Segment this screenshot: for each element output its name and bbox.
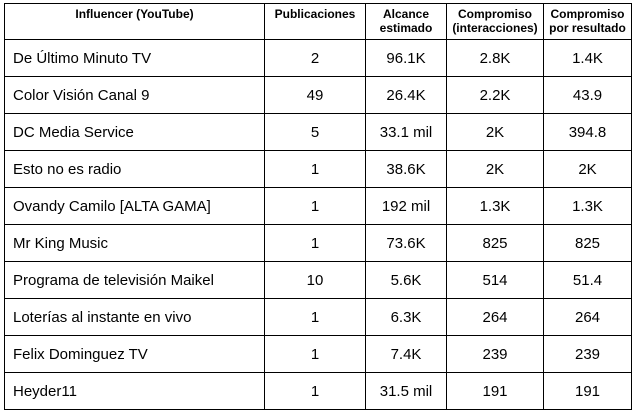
cell-publicaciones: 49 <box>264 76 366 114</box>
cell-interacciones: 239 <box>446 335 544 373</box>
cell-publicaciones: 1 <box>264 372 366 410</box>
influencer-table: Influencer (YouTube) Publicaciones Alcan… <box>4 3 632 410</box>
cell-publicaciones: 1 <box>264 335 366 373</box>
table-row: Mr King Music 1 73.6K 825 825 <box>4 224 632 262</box>
cell-alcance: 6.3K <box>365 298 447 336</box>
table-row: Ovandy Camilo [ALTA GAMA] 1 192 mil 1.3K 1.3… <box>4 187 632 225</box>
cell-por-resultado: 2K <box>543 150 632 188</box>
cell-alcance: 73.6K <box>365 224 447 262</box>
cell-influencer: Mr King Music <box>4 224 265 262</box>
cell-influencer: Heyder11 <box>4 372 265 410</box>
cell-por-resultado: 191 <box>543 372 632 410</box>
table-row: Programa de televisión Maikel 10 5.6K 514 51… <box>4 261 632 299</box>
cell-influencer: Esto no es radio <box>4 150 265 188</box>
cell-por-resultado: 43.9 <box>543 76 632 114</box>
cell-interacciones: 191 <box>446 372 544 410</box>
cell-alcance: 31.5 mil <box>365 372 447 410</box>
cell-alcance: 96.1K <box>365 39 447 77</box>
cell-por-resultado: 264 <box>543 298 632 336</box>
cell-por-resultado: 1.4K <box>543 39 632 77</box>
table-row: Esto no es radio 1 38.6K 2K 2K <box>4 150 632 188</box>
table-row: Color Visión Canal 9 49 26.4K 2.2K 43.9 <box>4 76 632 114</box>
cell-interacciones: 2.2K <box>446 76 544 114</box>
cell-por-resultado: 239 <box>543 335 632 373</box>
cell-publicaciones: 1 <box>264 224 366 262</box>
cell-alcance: 5.6K <box>365 261 447 299</box>
table-row: Loterías al instante en vivo 1 6.3K 264 264 <box>4 298 632 336</box>
cell-alcance: 192 mil <box>365 187 447 225</box>
cell-influencer: Color Visión Canal 9 <box>4 76 265 114</box>
header-alcance: Alcance estimado <box>365 3 447 40</box>
cell-alcance: 7.4K <box>365 335 447 373</box>
cell-influencer: Felix Dominguez TV <box>4 335 265 373</box>
cell-influencer: Loterías al instante en vivo <box>4 298 265 336</box>
cell-publicaciones: 10 <box>264 261 366 299</box>
cell-influencer: DC Media Service <box>4 113 265 151</box>
header-publicaciones: Publicaciones <box>264 3 366 40</box>
cell-influencer: Programa de televisión Maikel <box>4 261 265 299</box>
cell-publicaciones: 2 <box>264 39 366 77</box>
cell-influencer: De Último Minuto TV <box>4 39 265 77</box>
table-row: DC Media Service 5 33.1 mil 2K 394.8 <box>4 113 632 151</box>
table-row: Heyder11 1 31.5 mil 191 191 <box>4 372 632 410</box>
cell-por-resultado: 51.4 <box>543 261 632 299</box>
cell-por-resultado: 1.3K <box>543 187 632 225</box>
cell-publicaciones: 1 <box>264 187 366 225</box>
cell-interacciones: 2K <box>446 113 544 151</box>
header-interacciones: Compromiso (interacciones) <box>446 3 544 40</box>
table-body: De Último Minuto TV 2 96.1K 2.8K 1.4K Color V… <box>4 39 632 410</box>
table-row: Felix Dominguez TV 1 7.4K 239 239 <box>4 335 632 373</box>
cell-interacciones: 825 <box>446 224 544 262</box>
cell-publicaciones: 5 <box>264 113 366 151</box>
cell-por-resultado: 394.8 <box>543 113 632 151</box>
header-influencer: Influencer (YouTube) <box>4 3 265 40</box>
cell-publicaciones: 1 <box>264 150 366 188</box>
cell-alcance: 33.1 mil <box>365 113 447 151</box>
cell-interacciones: 2.8K <box>446 39 544 77</box>
cell-influencer: Ovandy Camilo [ALTA GAMA] <box>4 187 265 225</box>
header-por-resultado: Compromiso por resultado <box>543 3 632 40</box>
cell-publicaciones: 1 <box>264 298 366 336</box>
cell-interacciones: 264 <box>446 298 544 336</box>
cell-interacciones: 514 <box>446 261 544 299</box>
cell-alcance: 26.4K <box>365 76 447 114</box>
cell-interacciones: 2K <box>446 150 544 188</box>
cell-por-resultado: 825 <box>543 224 632 262</box>
table-row: De Último Minuto TV 2 96.1K 2.8K 1.4K <box>4 39 632 77</box>
cell-alcance: 38.6K <box>365 150 447 188</box>
table-header-row: Influencer (YouTube) Publicaciones Alcan… <box>4 3 632 40</box>
cell-interacciones: 1.3K <box>446 187 544 225</box>
